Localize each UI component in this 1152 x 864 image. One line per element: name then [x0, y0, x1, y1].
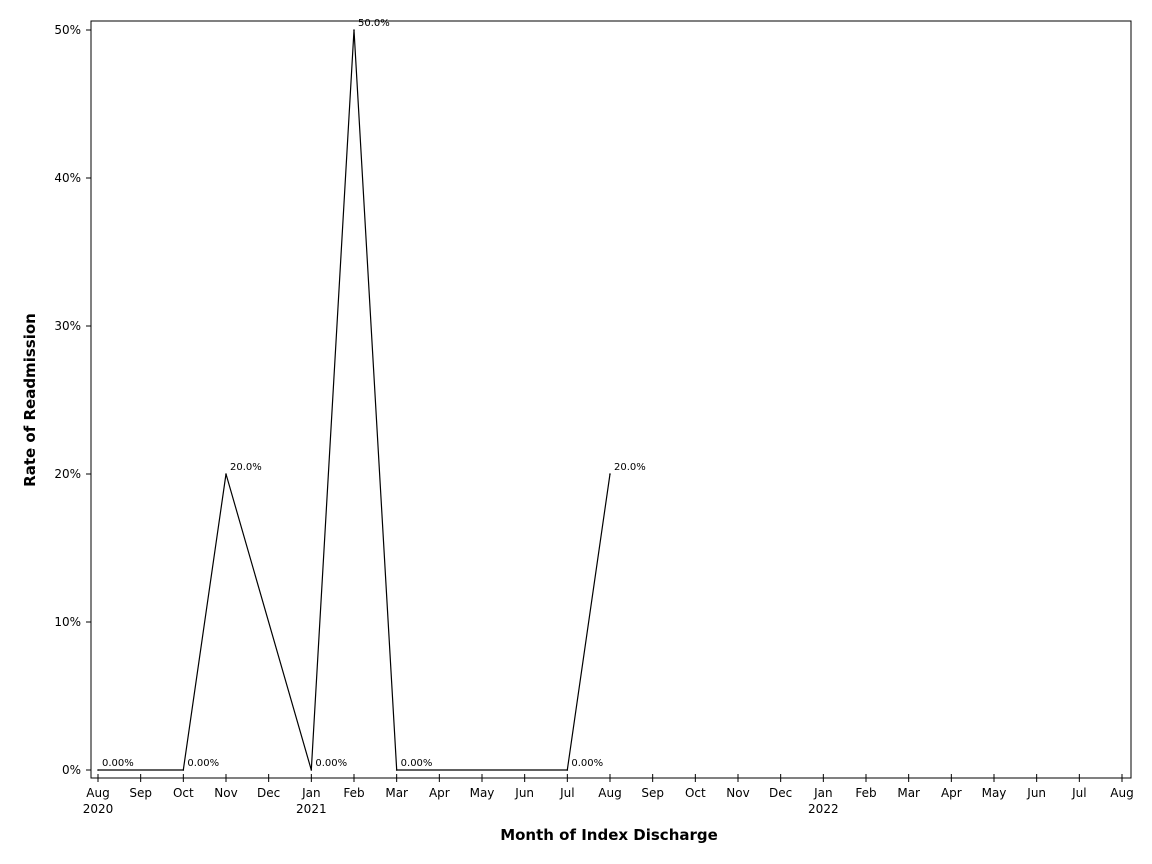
x-tick-label: Mar	[897, 786, 920, 800]
x-axis: Aug 2020 Sep Oct Nov Dec Jan 2021 Feb Mar Apr May Ju…	[83, 774, 1134, 816]
data-labels: 0.00% 0.00% 20.0% 0.00% 50.0% 0.00% 0.00% 20.0%	[102, 18, 646, 769]
x-tick-label: Jan	[813, 786, 833, 800]
y-tick-label: 10%	[54, 615, 81, 629]
x-tick-label: Aug	[598, 786, 621, 800]
data-label: 0.00%	[401, 758, 433, 769]
y-axis-title: Rate of Readmission	[21, 313, 39, 487]
x-tick-label: Feb	[855, 786, 876, 800]
data-label: 0.00%	[102, 758, 134, 769]
y-tick-label: 40%	[54, 171, 81, 185]
plot-frame	[90, 20, 1132, 779]
data-point	[225, 473, 227, 475]
x-tick-label: Jun	[1026, 786, 1046, 800]
x-axis-title: Month of Index Discharge	[500, 826, 718, 844]
x-tick-label: Jun	[514, 786, 534, 800]
x-tick-label: Apr	[941, 786, 962, 800]
x-tick-label: Apr	[429, 786, 450, 800]
x-tick-label: Sep	[641, 786, 664, 800]
y-tick-label: 50%	[54, 23, 81, 37]
x-tick-label: Oct	[173, 786, 194, 800]
y-axis: 0% 10% 20% 30% 40% 50%	[54, 23, 91, 777]
series-layer	[97, 29, 611, 771]
data-point	[97, 769, 99, 771]
data-point	[182, 769, 185, 771]
data-point	[395, 769, 398, 771]
x-tick-label: Mar	[385, 786, 408, 800]
data-label: 20.0%	[230, 462, 262, 473]
x-tick-label: Aug	[86, 786, 109, 800]
data-label: 0.00%	[315, 758, 347, 769]
x-tick-label: Nov	[214, 786, 237, 800]
y-tick-label: 20%	[54, 467, 81, 481]
x-tick-label: May	[470, 786, 495, 800]
x-tick-label: Jul	[1071, 786, 1086, 800]
x-tick-label: Nov	[726, 786, 749, 800]
data-label: 20.0%	[614, 462, 646, 473]
x-tick-label: Sep	[129, 786, 152, 800]
x-tick-year-label: 2022	[808, 802, 839, 816]
x-tick-year-label: 2020	[83, 802, 114, 816]
data-point	[310, 769, 313, 771]
data-point	[609, 473, 611, 475]
data-point	[353, 29, 355, 31]
x-tick-label: Aug	[1110, 786, 1133, 800]
data-label: 50.0%	[358, 18, 390, 29]
data-label: 0.00%	[571, 758, 603, 769]
y-tick-label: 0%	[62, 763, 81, 777]
x-tick-label: Feb	[343, 786, 364, 800]
x-tick-label: Dec	[769, 786, 792, 800]
data-label: 0.00%	[187, 758, 219, 769]
x-tick-year-label: 2021	[296, 802, 327, 816]
series-line	[98, 29, 611, 771]
x-tick-label: Jan	[301, 786, 321, 800]
x-tick-label: Dec	[257, 786, 280, 800]
x-tick-label: Oct	[685, 786, 706, 800]
data-point	[566, 769, 569, 771]
x-tick-label: Jul	[559, 786, 574, 800]
x-tick-label: May	[982, 786, 1007, 800]
y-tick-label: 30%	[54, 319, 81, 333]
